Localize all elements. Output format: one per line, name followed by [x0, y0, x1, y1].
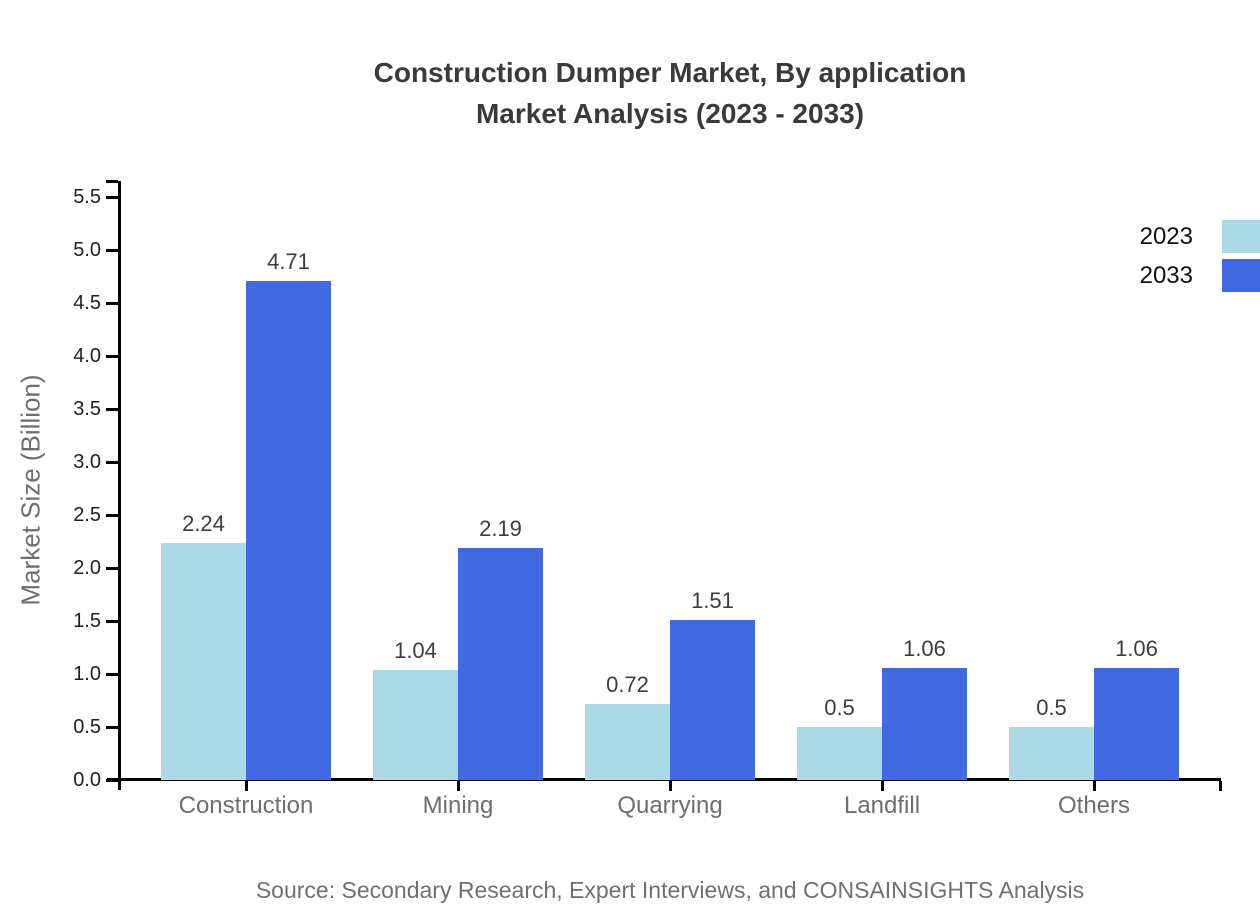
bar-value-label: 2.19 [479, 515, 522, 541]
x-tick-mark [244, 781, 248, 791]
x-category-label: Quarrying [617, 792, 723, 819]
bar-value-label: 0.72 [606, 671, 649, 697]
y-tick-mark [106, 460, 118, 464]
x-axis-end-tick [1218, 781, 1222, 791]
x-category-label: Others [1057, 792, 1131, 819]
y-tick-mark [106, 619, 118, 623]
bar-value-label: 1.06 [903, 635, 946, 661]
chart-title: Construction Dumper Market, By applicati… [70, 52, 1260, 134]
bar-2033-others [1094, 667, 1179, 780]
y-tick-label: 1.5 [73, 610, 101, 632]
bar-2023-landfill [797, 727, 882, 780]
y-axis-end-tick [106, 180, 118, 183]
bar-2033-quarrying [670, 619, 755, 780]
y-tick-mark [106, 301, 118, 305]
y-tick-label: 1.0 [73, 663, 101, 685]
bar-2023-quarrying [585, 703, 670, 780]
y-tick-label: 5.5 [73, 186, 101, 208]
legend-label-2023: 2023 [1139, 223, 1193, 250]
legend-swatch-2033 [1222, 259, 1260, 292]
bar-value-label: 0.5 [824, 695, 855, 720]
y-tick-label: 2.5 [73, 504, 101, 526]
x-category-label: Mining [422, 792, 494, 819]
y-tick-mark [106, 248, 118, 252]
legend-label-2033: 2033 [1139, 262, 1193, 289]
y-tick-mark [106, 354, 118, 358]
y-tick-mark [106, 672, 118, 676]
bar-2023-others [1009, 727, 1094, 780]
chart-title-line-2: Market Analysis (2023 - 2033) [475, 98, 865, 129]
y-tick-mark [106, 513, 118, 517]
bar-value-label: 1.04 [394, 637, 437, 663]
y-tick-mark [106, 566, 118, 570]
bar-2033-landfill [882, 667, 967, 780]
y-tick-label: 0.0 [73, 769, 101, 791]
y-tick-label: 4.5 [73, 292, 101, 314]
bar-value-label: 0.5 [1036, 695, 1067, 720]
source-note: Source: Secondary Research, Expert Inter… [255, 877, 1085, 903]
x-tick-mark [668, 781, 672, 791]
x-tick-mark [1092, 781, 1096, 791]
y-tick-mark [106, 778, 118, 782]
x-category-label: Landfill [843, 792, 921, 819]
y-tick-label: 3.5 [73, 398, 101, 420]
y-tick-label: 0.5 [73, 716, 101, 738]
bar-value-label: 1.06 [1115, 635, 1158, 661]
bar-value-label: 2.24 [182, 510, 225, 536]
bar-2033-mining [458, 547, 543, 780]
y-tick-mark [106, 407, 118, 411]
y-tick-label: 2.0 [73, 557, 101, 579]
y-tick-mark [106, 195, 118, 199]
legend-swatch-2023 [1222, 220, 1260, 253]
x-tick-mark [456, 781, 460, 791]
bar-value-label: 4.71 [267, 248, 310, 274]
x-tick-mark [880, 781, 884, 791]
y-tick-label: 3.0 [73, 451, 101, 473]
y-tick-label: 5.0 [73, 239, 101, 261]
bar-value-label: 1.51 [691, 587, 734, 613]
chart-title-line-1: Construction Dumper Market, By applicati… [373, 57, 967, 88]
bar-2033-construction [246, 280, 331, 780]
y-tick-label: 4.0 [73, 345, 101, 367]
bar-2023-construction [161, 542, 246, 780]
x-category-label: Construction [178, 792, 314, 819]
y-axis-line [118, 181, 121, 790]
y-tick-mark [106, 725, 118, 729]
bar-2023-mining [373, 669, 458, 780]
